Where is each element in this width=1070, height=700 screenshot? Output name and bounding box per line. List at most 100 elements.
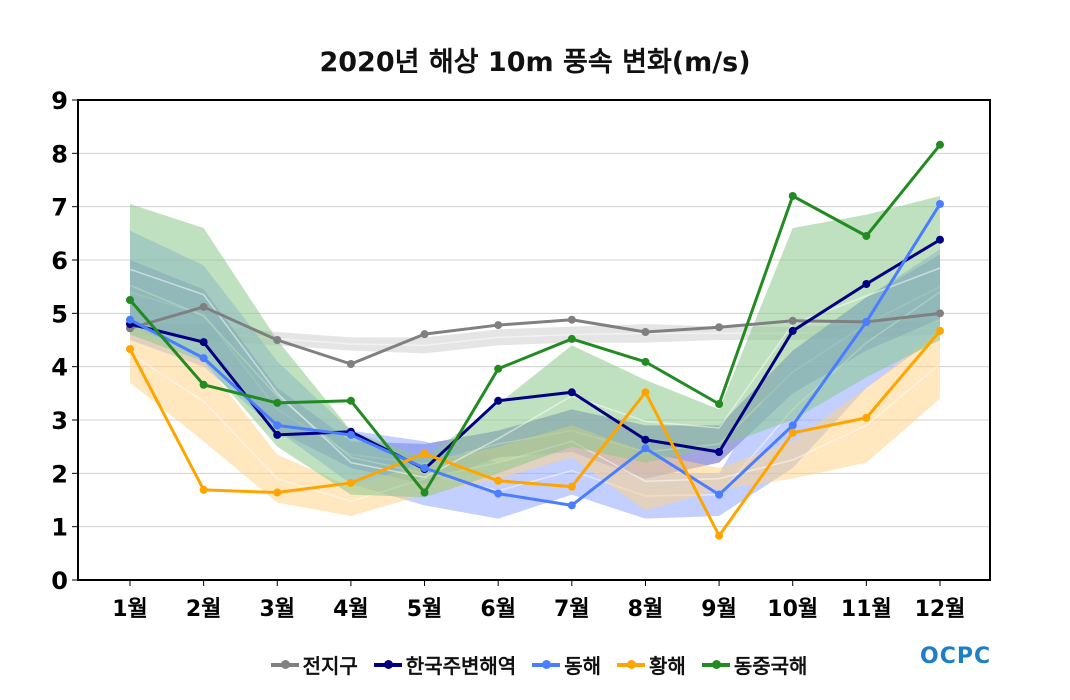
x-tick-label: 4월: [333, 597, 369, 622]
legend-swatch: [617, 659, 645, 669]
data-point: [936, 200, 944, 208]
range-band: [130, 324, 940, 516]
data-point: [715, 531, 724, 540]
data-point: [494, 476, 503, 485]
data-point: [567, 315, 576, 324]
y-tick-label: 0: [51, 567, 68, 595]
series-line: [129, 238, 941, 471]
range-band: [130, 321, 940, 354]
data-point: [936, 235, 944, 244]
data-point: [273, 430, 282, 439]
data-point: [567, 334, 576, 343]
data-point: [788, 421, 797, 430]
legend-swatch: [701, 659, 730, 669]
data-point: [862, 232, 871, 240]
data-point: [567, 388, 576, 397]
legend-label: 한국주변해역: [405, 654, 517, 678]
legend-label: 황해: [649, 654, 686, 678]
data-point: [199, 302, 208, 311]
data-point: [199, 354, 208, 363]
x-tick-label: 9월: [701, 597, 737, 622]
data-point: [494, 396, 503, 405]
data-point: [494, 489, 503, 498]
y-tick-label: 8: [51, 140, 68, 168]
data-point: [273, 398, 282, 407]
x-tick-label: 10월: [767, 597, 818, 622]
data-point: [715, 490, 724, 499]
data-point: [936, 309, 944, 318]
legend-item: 동해: [532, 650, 601, 679]
data-point: [494, 321, 503, 330]
legend-swatch: [270, 659, 299, 669]
legend-item: 한국주변해역: [373, 650, 517, 679]
data-point: [862, 280, 871, 288]
y-tick-label: 4: [51, 354, 68, 382]
data-point: [715, 323, 724, 332]
data-point: [936, 326, 944, 335]
data-point: [788, 192, 797, 200]
data-point: [346, 396, 355, 405]
data-point: [199, 380, 208, 389]
climatology-line: [129, 267, 941, 479]
y-tick-label: 1: [51, 514, 68, 542]
data-point: [199, 485, 208, 494]
data-point: [494, 364, 503, 373]
data-point: [126, 315, 134, 324]
legend-swatch: [373, 659, 402, 669]
legend-swatch: [532, 659, 561, 669]
data-point: [715, 448, 724, 456]
x-tick-label: 8월: [628, 597, 664, 622]
x-tick-label: 2월: [186, 597, 222, 622]
x-tick-label: 11월: [841, 597, 892, 622]
y-tick-label: 9: [51, 87, 68, 115]
data-point: [273, 421, 282, 430]
ocpc-logo: OCPC: [920, 644, 992, 669]
data-point: [420, 330, 429, 339]
y-tick-label: 5: [51, 300, 68, 328]
data-point: [567, 482, 576, 491]
legend-item: 황해: [617, 650, 686, 679]
data-point: [862, 413, 871, 422]
plot-frame: [77, 99, 991, 581]
x-tick-label: 1월: [112, 597, 148, 622]
series-line: [128, 329, 942, 538]
x-tick-label: 3월: [259, 597, 295, 622]
data-point: [126, 345, 134, 354]
legend-label: 동해: [564, 654, 601, 678]
x-tick-label: 6월: [480, 597, 516, 622]
data-point: [715, 400, 724, 408]
series-line: [129, 305, 941, 366]
data-point: [199, 338, 208, 347]
series-line: [129, 203, 942, 507]
data-point: [641, 328, 650, 336]
chart-title: 2020년 해상 10m 풍속 변화(m/s): [319, 47, 751, 78]
data-point: [788, 326, 797, 335]
data-point: [788, 316, 797, 325]
data-point: [346, 430, 355, 439]
legend-item: 동중국해: [701, 650, 808, 679]
data-point: [788, 428, 797, 437]
legend: 전지구 한국주변해역 동해 황해 동중국해: [0, 650, 1070, 679]
data-point: [126, 296, 134, 304]
y-tick-label: 2: [51, 460, 68, 488]
data-point: [273, 488, 282, 497]
x-tick-label: 12월: [915, 597, 966, 622]
legend-label: 전지구: [302, 654, 358, 678]
legend-label: 동중국해: [733, 654, 808, 678]
data-point: [346, 360, 355, 368]
data-point: [641, 435, 650, 444]
data-point: [641, 444, 650, 453]
y-tick-label: 7: [51, 194, 68, 222]
y-tick-label: 6: [51, 247, 68, 275]
x-tick-label: 7월: [554, 597, 590, 622]
data-point: [420, 464, 429, 472]
x-tick-label: 5월: [407, 597, 443, 622]
y-tick-label: 3: [51, 407, 68, 435]
data-point: [346, 478, 355, 487]
data-point: [641, 388, 650, 397]
series-line: [128, 143, 942, 495]
data-point: [936, 140, 944, 149]
data-point: [641, 357, 650, 366]
data-point: [862, 317, 871, 326]
